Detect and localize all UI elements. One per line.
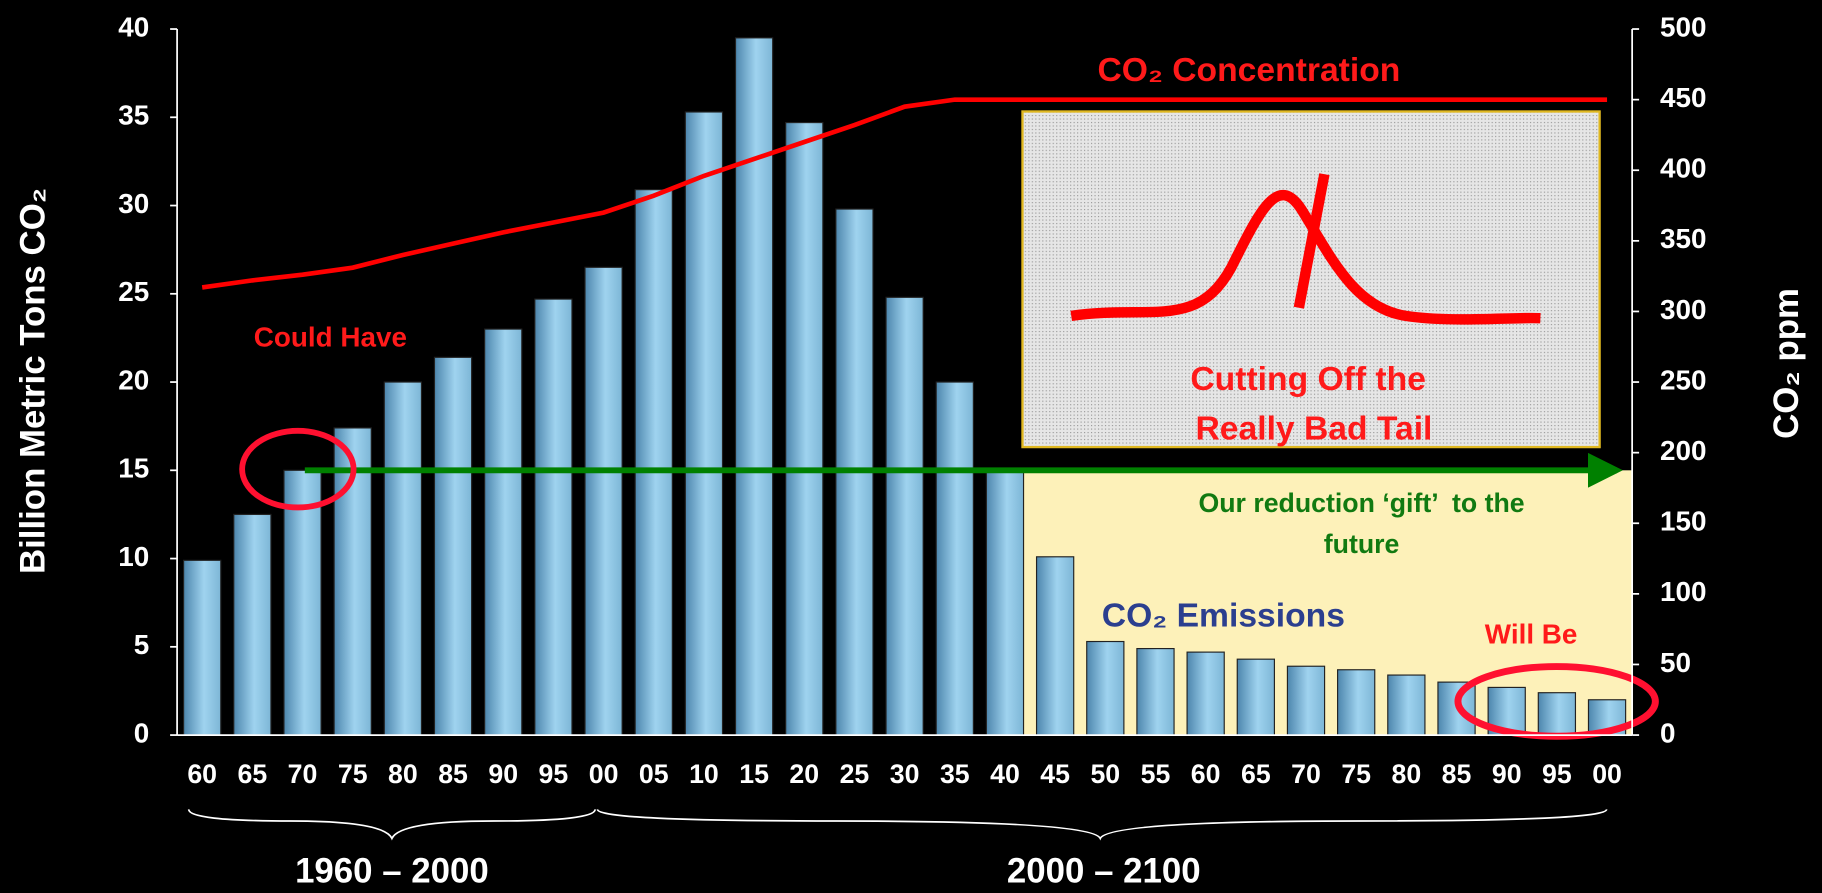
bar: [1388, 675, 1425, 735]
annotation: Really Bad Tail: [1195, 411, 1432, 448]
y-tick-label: 20: [118, 364, 149, 395]
y-tick-label: 35: [118, 100, 149, 131]
y-tick-label: 15: [118, 453, 149, 484]
x-tick-label: 65: [238, 759, 268, 789]
y2-tick-label: 0: [1660, 717, 1675, 748]
x-tick-label: 90: [488, 759, 518, 789]
y-tick-label: 10: [118, 541, 149, 572]
series-label: CO₂ Concentration: [1097, 52, 1400, 89]
x-tick-label: 35: [940, 759, 970, 789]
x-tick-label: 60: [1191, 759, 1221, 789]
bar: [1287, 666, 1324, 735]
bar: [635, 190, 672, 735]
bar: [685, 112, 722, 735]
x-tick-label: 60: [187, 759, 217, 789]
y2-tick-label: 200: [1660, 435, 1706, 466]
x-tick-label: 80: [1392, 759, 1422, 789]
bar: [1037, 557, 1074, 735]
x-tick-label: 75: [1341, 759, 1371, 789]
y-tick-label: 0: [134, 717, 150, 748]
x-tick-label: 95: [539, 759, 569, 789]
bar: [184, 560, 221, 735]
y2-tick-label: 150: [1660, 506, 1706, 537]
bar: [1187, 652, 1224, 735]
x-tick-label: 70: [288, 759, 318, 789]
x-tick-label: 40: [990, 759, 1020, 789]
y2-axis-title: CO₂ ppm: [1767, 288, 1806, 439]
x-tick-label: 80: [388, 759, 418, 789]
y-axis-title: Billion Metric Tons CO₂: [14, 188, 53, 574]
bar: [886, 297, 923, 735]
bar: [936, 382, 973, 735]
bar: [786, 123, 823, 735]
page: {"chart_data": { "type": "bar", "y_label…: [0, 0, 1822, 893]
y2-tick-label: 50: [1660, 647, 1691, 678]
chart: Could Have Will Be Cutting Off the Reall…: [0, 0, 1822, 893]
bar: [434, 357, 471, 735]
annotation: Cutting Off the: [1190, 361, 1426, 398]
x-tick-label: 85: [438, 759, 468, 789]
y2-tick-label: 300: [1660, 294, 1706, 325]
y2-tick-label: 400: [1660, 153, 1706, 184]
period-label: 1960 – 2000: [295, 851, 489, 890]
y2-tick-label: 450: [1660, 82, 1706, 113]
bar: [485, 329, 522, 735]
bar: [585, 267, 622, 735]
x-tick-label: 20: [789, 759, 819, 789]
x-tick-label: 95: [1542, 759, 1572, 789]
y2-tick-label: 350: [1660, 223, 1706, 254]
x-tick-label: 65: [1241, 759, 1271, 789]
x-tick-label: 50: [1090, 759, 1120, 789]
x-tick-label: 05: [639, 759, 669, 789]
bar: [1137, 649, 1174, 735]
x-tick-label: 45: [1040, 759, 1070, 789]
x-tick-label: 55: [1141, 759, 1171, 789]
x-tick-label: 30: [890, 759, 920, 789]
bar: [1237, 659, 1274, 735]
x-tick-label: 15: [739, 759, 769, 789]
bar: [1087, 642, 1124, 736]
y-tick-label: 30: [118, 188, 149, 219]
x-tick-label: 85: [1442, 759, 1472, 789]
annotation: future: [1324, 529, 1400, 559]
bar: [986, 470, 1023, 735]
annotation: Could Have: [254, 321, 407, 352]
bar: [1338, 670, 1375, 735]
y2-tick-label: 100: [1660, 576, 1706, 607]
y-tick-label: 25: [118, 276, 149, 307]
bar: [384, 382, 421, 735]
bar: [736, 38, 773, 735]
x-tick-label: 25: [840, 759, 870, 789]
annotation: Will Be: [1485, 619, 1578, 650]
y-tick-label: 5: [134, 629, 150, 660]
y2-tick-label: 500: [1660, 11, 1706, 42]
x-tick-label: 10: [689, 759, 719, 789]
y-tick-label: 40: [118, 11, 149, 42]
x-tick-label: 00: [1592, 759, 1622, 789]
x-tick-label: 70: [1291, 759, 1321, 789]
x-tick-label: 75: [338, 759, 368, 789]
bar: [234, 514, 271, 735]
annotation: Our reduction ‘gift’ to the: [1198, 488, 1524, 518]
series-label: CO₂ Emissions: [1102, 598, 1345, 635]
x-tick-label: 00: [589, 759, 619, 789]
bar: [1538, 693, 1575, 735]
period-label: 2000 – 2100: [1007, 851, 1201, 890]
bar: [535, 299, 572, 735]
y2-tick-label: 250: [1660, 364, 1706, 395]
x-tick-label: 90: [1492, 759, 1522, 789]
